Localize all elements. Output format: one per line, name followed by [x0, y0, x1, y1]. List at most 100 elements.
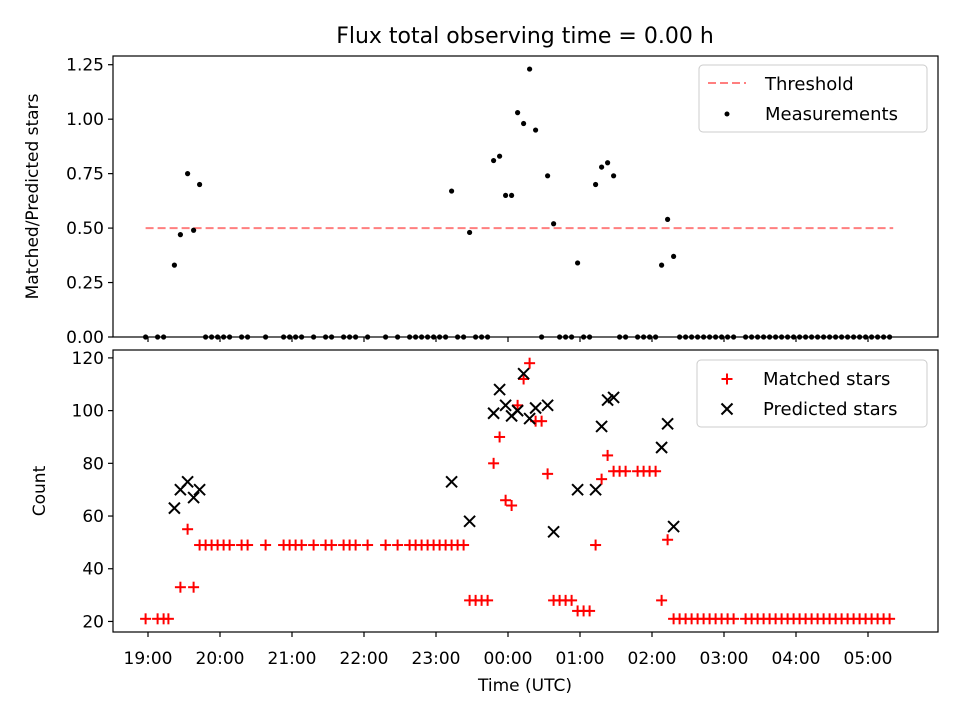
measurement-point [527, 66, 533, 72]
x-tick-label: 23:00 [412, 649, 461, 669]
predicted-star-point [571, 483, 584, 496]
measurement-point [197, 181, 203, 188]
matched-star-point [728, 613, 740, 625]
measurement-point [177, 232, 183, 238]
bottom-y-tick-label: 40 [82, 560, 104, 580]
predicted-star-point [589, 483, 602, 496]
predicted-star-point [463, 515, 476, 528]
bottom-axes-frame [112, 349, 939, 633]
top-legend-box [698, 64, 928, 133]
matched-star-point [620, 465, 632, 477]
bottom-legend: Matched stars Predicted stars [696, 359, 928, 428]
bottom-y-tick-label: 80 [82, 454, 104, 474]
predicted-star-point [193, 483, 206, 496]
top-axes-frame [112, 55, 939, 338]
measurement-point [491, 157, 497, 164]
matched-star-point [494, 431, 506, 443]
measurement-point [545, 173, 551, 179]
matched-star-point [174, 581, 186, 593]
measurement-point [659, 262, 665, 268]
matched-star-point [326, 539, 338, 551]
predicted-star-point [445, 475, 458, 488]
predicted-star-point [499, 399, 512, 412]
measurement-point [665, 216, 671, 222]
measurement-point [185, 171, 191, 177]
matched-star-point [884, 613, 896, 625]
matched-star-point [500, 494, 512, 506]
top-y-tick-label: 0.25 [66, 274, 104, 294]
x-tick-label: 01:00 [556, 649, 605, 669]
top-panel: 0.00 0.25 0.50 0.75 1.00 1.25 Matched/Predict… [23, 55, 939, 348]
predicted-star-point [541, 399, 554, 412]
matched-star-point [656, 594, 668, 606]
bottom-y-axis: 20 40 60 80 100 120 [72, 349, 113, 632]
bottom-y-tick-label: 20 [82, 612, 104, 632]
measurement-point [575, 260, 581, 266]
measurement-point [599, 164, 605, 170]
figure-title: Flux total observing time = 0.00 h [336, 24, 714, 49]
predicted-star-point [607, 391, 620, 404]
measurement-point [611, 173, 617, 179]
bottom-y-tick-label: 100 [72, 402, 104, 422]
legend-predicted-marker [720, 402, 734, 416]
matched-star-point [350, 539, 362, 551]
predicted-star-point [511, 404, 524, 417]
measurement-point [503, 192, 509, 199]
predicted-star-point [529, 401, 542, 415]
measurement-point [593, 181, 599, 188]
predicted-star-point [487, 407, 500, 420]
bottom-y-axis-label: Count [30, 465, 50, 516]
matched-star-point [536, 415, 548, 427]
matched-star-point [308, 539, 320, 551]
x-tick-label: 22:00 [340, 649, 389, 669]
bottom-x-axis: 19:00 20:00 21:00 22:00 23:00 00:00 01:00 02:00… [124, 632, 893, 669]
matched-star-point [242, 539, 254, 551]
x-axis-label: Time (UTC) [477, 676, 572, 696]
measurement-point [171, 262, 177, 268]
predicted-star-point [168, 501, 181, 515]
top-y-axis: 0.00 0.25 0.50 0.75 1.00 1.25 [66, 56, 113, 348]
matched-star-point [512, 399, 524, 411]
legend-matched-swatch [721, 373, 733, 385]
predicted-star-point [595, 420, 608, 433]
matched-star-point [140, 613, 152, 625]
matched-star-point [590, 539, 602, 551]
predicted-star-point [517, 367, 530, 380]
legend-measurements-label: Measurements [765, 104, 898, 125]
bottom-legend-box [696, 359, 928, 428]
measurement-point [497, 153, 503, 159]
measurement-point [509, 192, 515, 199]
matched-star-point [162, 613, 174, 625]
top-x-ticks [147, 337, 869, 342]
top-y-axis-label: Matched/Predicted stars [23, 93, 43, 299]
legend-threshold-label: Threshold [764, 74, 854, 95]
bottom-y-tick-label: 120 [72, 349, 104, 369]
matched-star-point [566, 594, 578, 606]
matched-star-point [392, 539, 404, 551]
measurement-point [671, 253, 677, 260]
matched-star-point [596, 473, 608, 485]
matched-star-point [224, 539, 236, 551]
top-y-tick-label: 1.25 [66, 56, 104, 76]
legend-predicted-swatch [720, 402, 734, 416]
bottom-panel: 20 40 60 80 100 120 19:00 20:00 21:00 22:00 23:00… [30, 349, 939, 696]
measurement-point [521, 120, 527, 127]
top-y-tick-label: 0.00 [66, 328, 104, 348]
bottom-y-tick-label: 60 [82, 507, 104, 527]
top-legend: Threshold Measurements [698, 64, 928, 133]
matched-star-point [488, 457, 500, 469]
x-tick-label: 02:00 [628, 649, 677, 669]
measurement-point [533, 127, 539, 133]
matched-star-point [482, 594, 494, 606]
matched-star-point [296, 539, 308, 551]
x-tick-label: 19:00 [124, 649, 173, 669]
legend-matched-label: Matched stars [763, 369, 890, 390]
x-tick-label: 21:00 [268, 649, 317, 669]
x-tick-label: 20:00 [196, 649, 245, 669]
predicted-star-point [661, 417, 674, 431]
measurement-point [515, 110, 521, 116]
matched-star-point [380, 539, 392, 551]
top-y-tick-label: 0.75 [66, 165, 104, 185]
measurement-point [551, 221, 557, 227]
